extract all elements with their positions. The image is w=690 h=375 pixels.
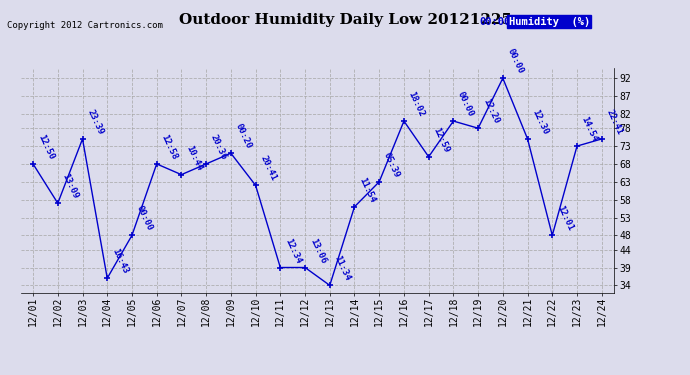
Text: 11:54: 11:54 [357, 176, 377, 204]
Text: 20:41: 20:41 [258, 154, 278, 183]
Text: 16:43: 16:43 [110, 247, 130, 275]
Text: 00:00: 00:00 [506, 47, 525, 75]
Text: 13:06: 13:06 [308, 237, 327, 265]
Text: 11:34: 11:34 [333, 254, 352, 283]
Text: 00:00: 00:00 [135, 204, 155, 232]
Text: 12:50: 12:50 [36, 133, 55, 161]
Text: Outdoor Humidity Daily Low 20121225: Outdoor Humidity Daily Low 20121225 [179, 13, 511, 27]
Text: 00:00: 00:00 [456, 90, 475, 118]
Text: 12:30: 12:30 [531, 108, 550, 136]
Text: Copyright 2012 Cartronics.com: Copyright 2012 Cartronics.com [7, 21, 163, 30]
Text: 00:20: 00:20 [234, 122, 253, 150]
Text: 14:54: 14:54 [580, 115, 600, 143]
Text: 18:02: 18:02 [406, 90, 426, 118]
Text: 05:39: 05:39 [382, 151, 402, 179]
Text: 12:34: 12:34 [283, 237, 303, 265]
Text: 10:44: 10:44 [184, 144, 204, 172]
Text: 22:41: 22:41 [604, 108, 624, 136]
Text: 12:01: 12:01 [555, 204, 575, 232]
Text: Humidity  (%): Humidity (%) [509, 17, 590, 27]
Text: 12:59: 12:59 [431, 126, 451, 154]
Text: 13:09: 13:09 [61, 172, 80, 200]
Text: 23:39: 23:39 [86, 108, 105, 136]
Text: 00:00: 00:00 [480, 17, 511, 27]
Text: 12:20: 12:20 [481, 97, 500, 125]
Text: 12:58: 12:58 [159, 133, 179, 161]
Text: 20:36: 20:36 [209, 133, 228, 161]
